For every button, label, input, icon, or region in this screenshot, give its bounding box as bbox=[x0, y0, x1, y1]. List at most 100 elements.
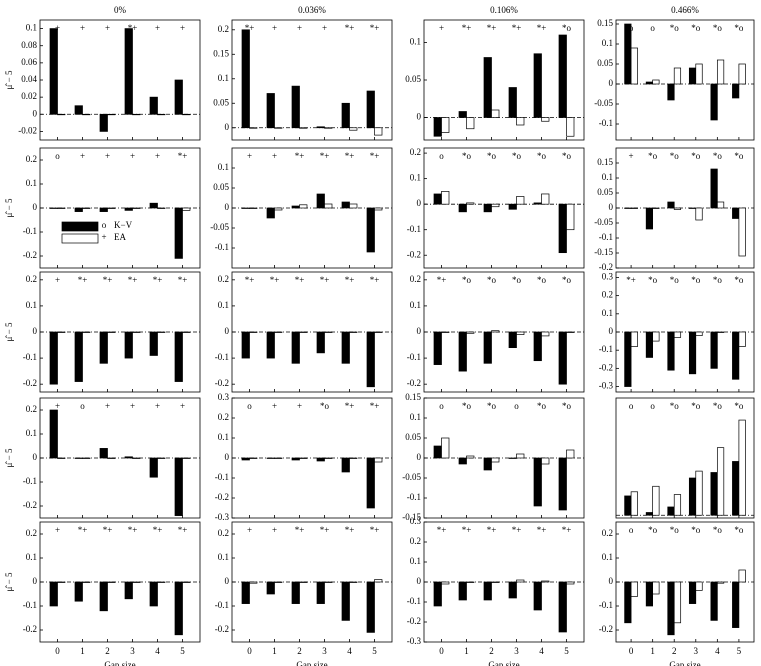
y-tick-label: 0 bbox=[417, 112, 422, 122]
significance-marker: *o bbox=[562, 151, 572, 161]
x-tick-label: 3 bbox=[514, 646, 519, 656]
y-tick-label: 0.1 bbox=[26, 300, 37, 310]
bar bbox=[291, 205, 300, 209]
y-tick-label: 0.15 bbox=[405, 392, 421, 402]
y-tick-label: 0.1 bbox=[218, 162, 229, 172]
x-tick-label: 2 bbox=[672, 646, 677, 656]
y-tick-label: 0 bbox=[417, 326, 422, 336]
bar bbox=[441, 331, 450, 333]
significance-marker: + bbox=[297, 401, 302, 411]
significance-marker: o bbox=[439, 151, 444, 161]
bar bbox=[558, 34, 567, 118]
significance-marker: + bbox=[55, 23, 60, 33]
bar bbox=[652, 331, 660, 342]
bar bbox=[74, 105, 83, 115]
significance-marker: + bbox=[105, 401, 110, 411]
significance-marker: *+ bbox=[487, 23, 497, 33]
significance-marker: + bbox=[155, 23, 160, 33]
bar bbox=[688, 581, 697, 604]
bar bbox=[316, 331, 325, 354]
bar bbox=[132, 113, 141, 116]
significance-marker: *+ bbox=[487, 525, 497, 535]
bar bbox=[324, 331, 333, 333]
bar bbox=[374, 127, 383, 136]
x-tick-label: 0 bbox=[629, 646, 634, 656]
significance-marker: *o bbox=[734, 401, 744, 411]
legend-symbol: o bbox=[102, 220, 107, 230]
bar bbox=[49, 581, 58, 607]
bar bbox=[673, 207, 682, 210]
y-tick-label: -0.3 bbox=[215, 512, 230, 522]
bar bbox=[433, 117, 442, 137]
significance-marker: *o bbox=[537, 151, 547, 161]
bar bbox=[266, 207, 275, 219]
bar bbox=[566, 331, 575, 333]
bar bbox=[341, 581, 350, 621]
y-tick-label: 0.1 bbox=[410, 556, 421, 566]
significance-marker: + bbox=[155, 401, 160, 411]
significance-marker: *+ bbox=[626, 275, 636, 285]
significance-marker: *o bbox=[537, 401, 547, 411]
bar bbox=[533, 581, 542, 611]
bar bbox=[716, 581, 725, 584]
x-tick-label: 5 bbox=[180, 646, 185, 656]
bar bbox=[716, 447, 725, 516]
y-tick-label: 0.02 bbox=[21, 91, 37, 101]
y-tick-label: 0 bbox=[225, 452, 230, 462]
bar bbox=[716, 331, 725, 333]
y-tick-label: -0.2 bbox=[407, 249, 421, 259]
bar bbox=[291, 581, 300, 604]
bar bbox=[645, 512, 654, 516]
x-tick-label: 1 bbox=[272, 646, 277, 656]
x-axis-label: Gap size bbox=[488, 660, 519, 666]
y-tick-label: -0.1 bbox=[599, 118, 613, 128]
bar bbox=[695, 207, 703, 221]
bar bbox=[341, 457, 350, 473]
bar bbox=[491, 330, 500, 333]
bar bbox=[99, 207, 108, 212]
bar bbox=[483, 57, 492, 118]
bar bbox=[149, 202, 158, 209]
y-tick-label: 0.05 bbox=[405, 432, 421, 442]
bar bbox=[132, 331, 141, 333]
bar bbox=[157, 457, 166, 459]
bar bbox=[645, 581, 654, 607]
bar bbox=[695, 331, 703, 336]
bar bbox=[732, 83, 740, 99]
bar bbox=[624, 581, 632, 624]
bar bbox=[516, 453, 525, 459]
bar bbox=[182, 113, 191, 116]
significance-marker: *+ bbox=[153, 275, 163, 285]
significance-marker: *+ bbox=[462, 525, 472, 535]
bar bbox=[645, 331, 654, 358]
y-tick-label: 0.2 bbox=[218, 528, 229, 538]
bar bbox=[624, 331, 632, 387]
bar bbox=[374, 579, 383, 583]
significance-marker: + bbox=[180, 401, 185, 411]
bar bbox=[667, 506, 675, 516]
significance-marker: *+ bbox=[103, 525, 113, 535]
significance-marker: + bbox=[297, 23, 302, 33]
y-tick-label: 0 bbox=[33, 326, 38, 336]
bar bbox=[558, 203, 567, 254]
bar bbox=[738, 331, 746, 347]
y-tick-label: 0.2 bbox=[26, 154, 37, 164]
significance-marker: *o bbox=[670, 275, 680, 285]
bar bbox=[541, 193, 550, 205]
bar bbox=[124, 456, 133, 459]
legend-swatch bbox=[61, 233, 99, 244]
y-tick-label: 0 bbox=[609, 576, 614, 586]
bar bbox=[667, 581, 675, 636]
bar bbox=[366, 581, 375, 633]
bar bbox=[57, 207, 66, 209]
y-tick-label: 0.2 bbox=[602, 528, 613, 538]
bar bbox=[491, 581, 500, 583]
x-tick-label: 5 bbox=[564, 646, 569, 656]
y-tick-label: -0.1 bbox=[407, 224, 421, 234]
significance-marker: + bbox=[55, 525, 60, 535]
bar bbox=[99, 113, 108, 132]
significance-marker: o bbox=[650, 23, 655, 33]
significance-marker: *o bbox=[670, 151, 680, 161]
significance-marker: *+ bbox=[370, 23, 380, 33]
